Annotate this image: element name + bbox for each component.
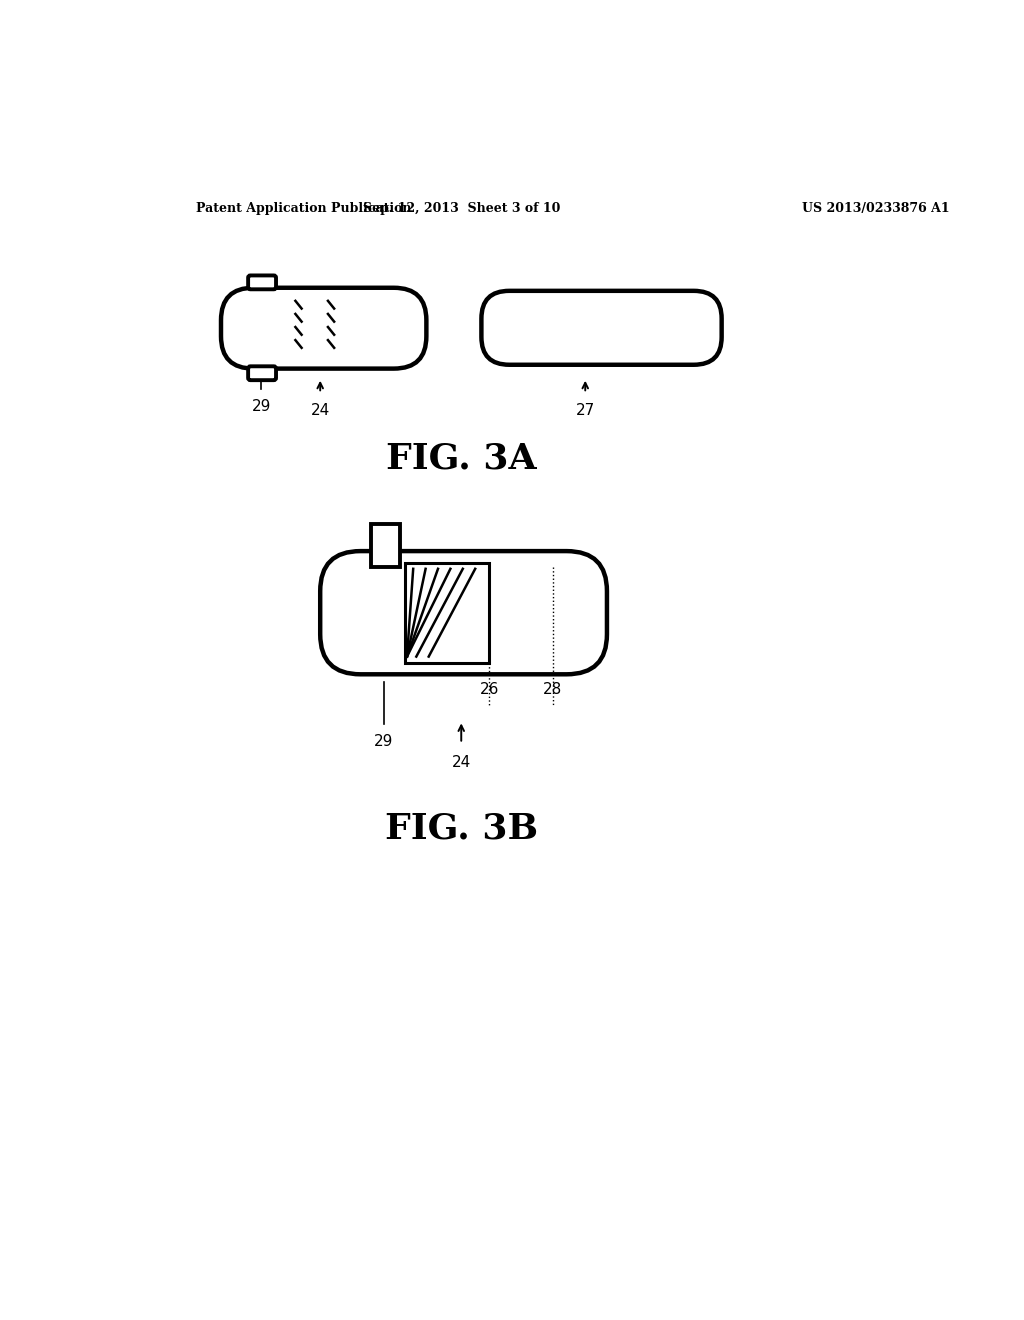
Text: Sep. 12, 2013  Sheet 3 of 10: Sep. 12, 2013 Sheet 3 of 10 bbox=[362, 202, 560, 215]
FancyBboxPatch shape bbox=[321, 552, 607, 675]
FancyBboxPatch shape bbox=[221, 288, 426, 368]
Text: FIG. 3A: FIG. 3A bbox=[386, 442, 537, 475]
Bar bbox=[371, 524, 400, 566]
FancyBboxPatch shape bbox=[248, 276, 276, 289]
Text: 29: 29 bbox=[252, 400, 271, 414]
FancyBboxPatch shape bbox=[481, 290, 722, 364]
Text: US 2013/0233876 A1: US 2013/0233876 A1 bbox=[802, 202, 950, 215]
Text: 29: 29 bbox=[374, 734, 393, 750]
Text: 27: 27 bbox=[575, 404, 595, 418]
Text: 26: 26 bbox=[479, 682, 499, 697]
Bar bbox=[406, 562, 489, 663]
Text: 24: 24 bbox=[452, 755, 471, 770]
Text: 28: 28 bbox=[543, 682, 562, 697]
Text: FIG. 3B: FIG. 3B bbox=[385, 812, 538, 845]
Text: 24: 24 bbox=[310, 404, 330, 418]
FancyBboxPatch shape bbox=[248, 367, 276, 380]
Text: Patent Application Publication: Patent Application Publication bbox=[197, 202, 412, 215]
